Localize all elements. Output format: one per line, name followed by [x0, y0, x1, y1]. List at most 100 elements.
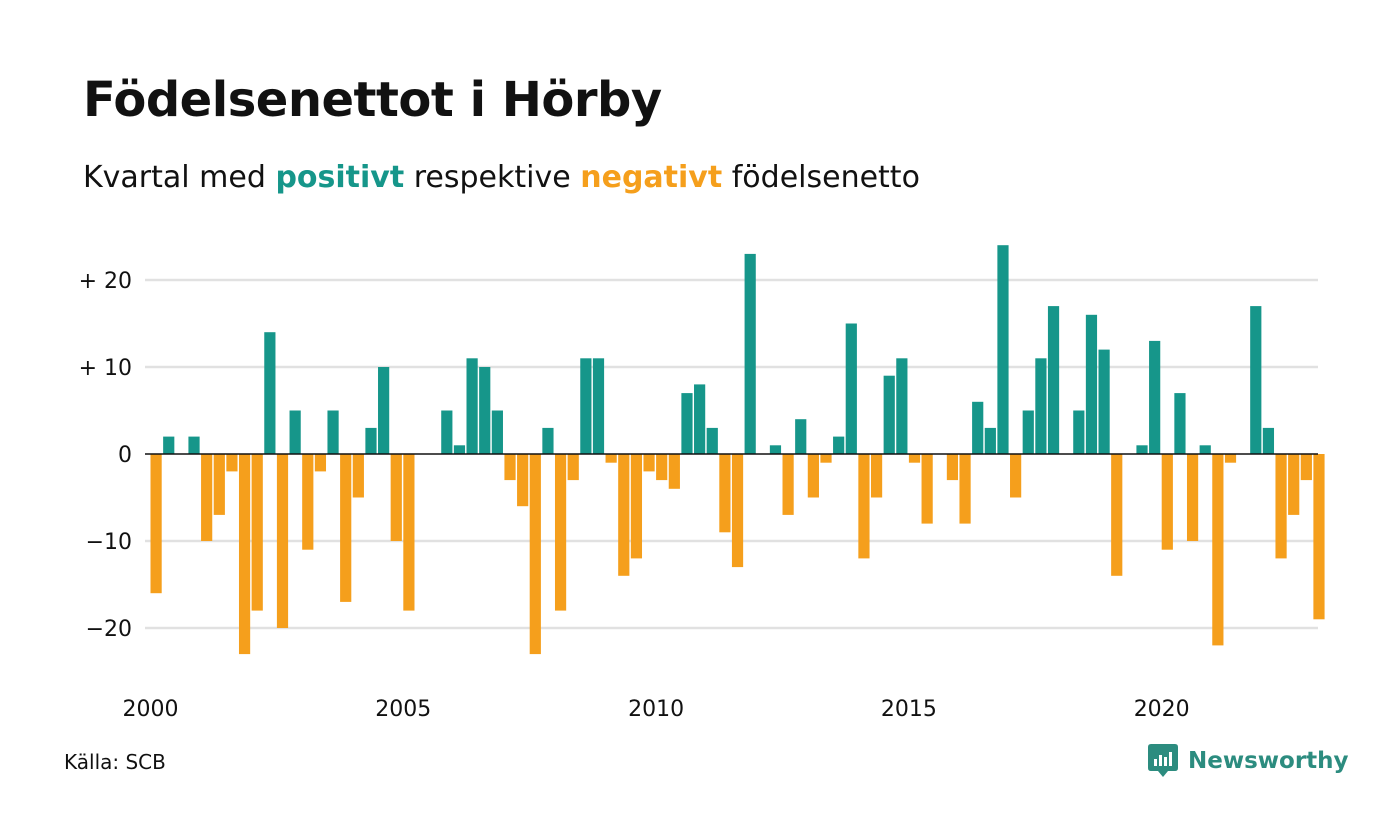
bar-positive [1098, 349, 1110, 454]
bar-negative [302, 454, 314, 550]
bar-positive [378, 367, 390, 454]
bar-positive [1174, 393, 1186, 454]
source-note: Källa: SCB [64, 750, 166, 774]
x-tick-label: 2015 [881, 697, 937, 722]
bar-negative [959, 454, 971, 524]
subtitle-text-after: födelsenetto [731, 160, 920, 195]
bar-positive [1035, 358, 1047, 454]
bar-positive [1149, 340, 1161, 454]
bar-negative [656, 454, 668, 481]
bar-positive [1022, 410, 1034, 454]
bar-positive [453, 445, 466, 454]
subtitle-negative-word: negativt [580, 160, 723, 195]
subtitle-positive-word: positivt [275, 160, 405, 195]
bar-negative [504, 454, 516, 481]
bar-positive [327, 410, 339, 454]
bar-negative [276, 454, 289, 628]
bar-negative [554, 454, 567, 611]
y-tick-label: 0 [118, 443, 132, 468]
bar-positive [1199, 445, 1211, 454]
y-tick-label: −10 [86, 530, 132, 555]
bar-positive [896, 358, 908, 454]
subtitle-text-before: Kvartal med [83, 160, 266, 195]
bar-negative [238, 454, 251, 655]
bar-negative [807, 454, 819, 498]
bar-negative [1186, 454, 1199, 541]
bar-positive [1136, 445, 1148, 454]
bar-negative [820, 454, 832, 463]
bar-negative [731, 454, 744, 568]
x-tick-label: 2005 [375, 697, 431, 722]
bar-negative [390, 454, 402, 541]
bar-negative [150, 454, 162, 594]
bar-positive [365, 427, 377, 454]
bar-positive [833, 436, 845, 454]
bar-positive [441, 410, 453, 454]
x-tick-label: 2020 [1134, 697, 1190, 722]
bar-positive [580, 358, 592, 454]
newsworthy-logo-icon [1148, 744, 1178, 777]
bar-negative [226, 454, 238, 472]
bar-negative [618, 454, 630, 576]
bar-positive [1073, 410, 1085, 454]
bar-negative [908, 454, 921, 463]
bar-negative [403, 454, 415, 611]
bar-negative [517, 454, 529, 507]
bar-negative [643, 454, 655, 472]
bar-positive [795, 419, 807, 454]
bar-negative [1300, 454, 1312, 481]
bar-positive [542, 427, 554, 454]
bar-positive [163, 436, 175, 454]
bar-negative [605, 454, 617, 463]
bar-negative [858, 454, 870, 559]
bar-positive [681, 393, 693, 454]
y-axis-labels: + 20 + 10 0 −10 −20 [79, 269, 132, 642]
bar-positive [1262, 427, 1275, 454]
bar-positive [264, 332, 276, 454]
bar-negative [1010, 454, 1022, 498]
bar-negative [668, 454, 680, 489]
bar-positive [997, 245, 1009, 454]
y-tick-label: −20 [86, 617, 132, 642]
bar-positive [883, 375, 895, 454]
bar-negative [921, 454, 933, 524]
bar-negative [251, 454, 263, 611]
bar-positive [188, 436, 200, 454]
x-tick-label: 2000 [123, 697, 179, 722]
chart-subtitle: Kvartal med positivt respektive negativt… [83, 160, 920, 195]
bar-negative [1111, 454, 1123, 576]
bar-negative [870, 454, 883, 498]
bar-negative [1161, 454, 1173, 550]
x-axis-labels: 2000 2005 2010 2015 2020 [123, 697, 1190, 722]
bar-negative [1313, 454, 1325, 620]
subtitle-text-middle: respektive [413, 160, 571, 195]
brand-logo[interactable]: Newsworthy [1148, 744, 1349, 778]
chart-title: Födelsenettot i Hörby [83, 72, 662, 128]
bar-negative [1275, 454, 1287, 559]
bar-positive [984, 427, 996, 454]
bar-negative [314, 454, 327, 472]
brand-name: Newsworthy [1188, 748, 1349, 774]
bar-positive [1250, 306, 1262, 454]
x-tick-label: 2010 [628, 697, 684, 722]
y-tick-label: + 20 [79, 269, 132, 294]
bars [150, 245, 1325, 655]
bar-negative [352, 454, 364, 498]
bar-positive [706, 427, 718, 454]
bar-positive [479, 367, 491, 454]
bar-negative [1212, 454, 1224, 646]
bar-positive [1047, 306, 1060, 454]
bar-positive [491, 410, 503, 454]
bar-positive [845, 323, 857, 454]
bar-negative [782, 454, 794, 515]
bar-negative [719, 454, 731, 533]
bar-negative [946, 454, 959, 481]
bar-positive [1085, 314, 1098, 454]
bar-positive [592, 358, 605, 454]
bar-negative [529, 454, 541, 655]
bar-negative [630, 454, 643, 559]
bar-positive [694, 384, 706, 454]
bar-positive [769, 445, 782, 454]
bar-negative [1288, 454, 1300, 515]
